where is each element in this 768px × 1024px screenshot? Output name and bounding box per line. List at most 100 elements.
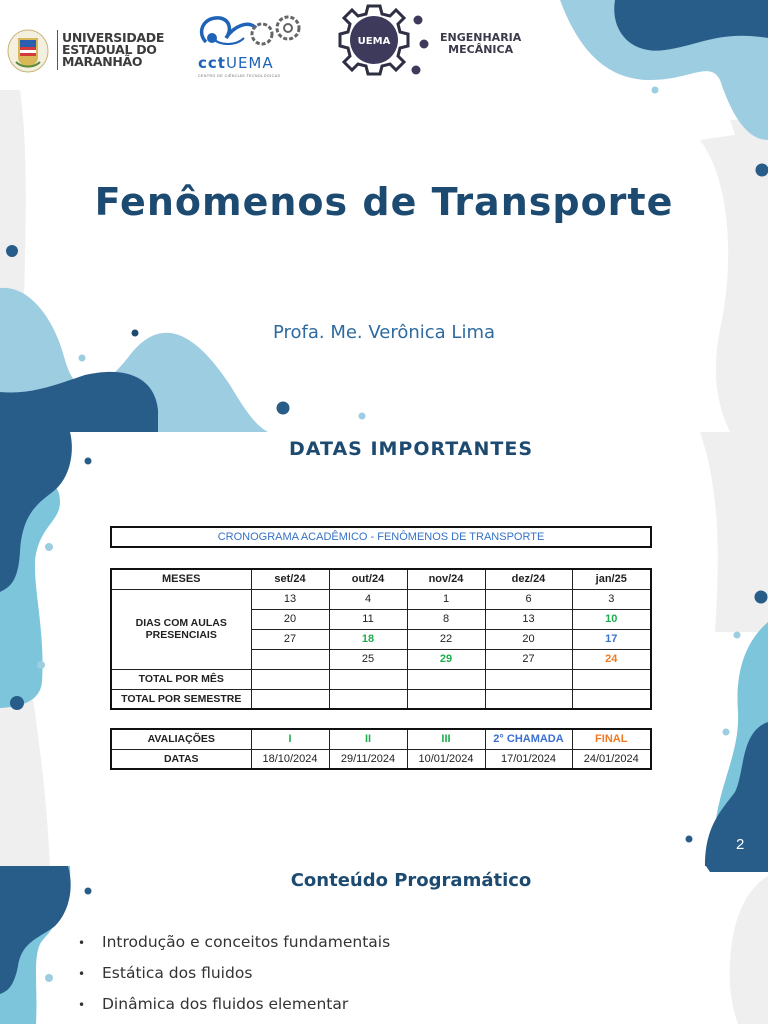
- university-name-line2: ESTADUAL DO: [62, 42, 157, 57]
- days-label-line1: DIAS COM AULAS: [135, 617, 227, 629]
- gears-icon: [199, 15, 301, 46]
- cct-subtitle: CENTRO DE CIÊNCIAS TECNOLÓGICAS: [198, 74, 281, 78]
- slide-title: DATAS IMPORTANTES: [288, 438, 534, 460]
- bullet-icon: •: [78, 936, 86, 950]
- evaluations-label: AVALIAÇÕES: [110, 728, 252, 750]
- table-cell: 3: [571, 588, 652, 610]
- table-cell: 8: [406, 608, 486, 630]
- university-logo: UNIVERSIDADE ESTADUAL DO MARANHÃO: [4, 26, 164, 76]
- table-cell: 20: [250, 608, 330, 630]
- evaluation-date: 17/01/2024: [484, 748, 573, 770]
- table-cell: [328, 688, 408, 710]
- engineering-name-line2: MECÂNICA: [448, 43, 514, 56]
- dates-label: DATAS: [110, 748, 252, 770]
- cct-name-thin: UEMA: [225, 54, 274, 72]
- table-cell: [250, 648, 330, 670]
- bullet-icon: •: [78, 967, 86, 981]
- table-cell: [328, 668, 408, 690]
- evaluation-date: 10/01/2024: [406, 748, 486, 770]
- table-cell: 13: [250, 588, 330, 610]
- evaluation-item: I: [250, 728, 330, 750]
- university-name: UNIVERSIDADE ESTADUAL DO MARANHÃO: [62, 30, 165, 69]
- decorative-background: [0, 866, 768, 1024]
- evaluation-item: II: [328, 728, 408, 750]
- table-cell: [406, 668, 486, 690]
- evaluation-date: 18/10/2024: [250, 748, 330, 770]
- syllabus-slide: Conteúdo Programático • Introdução e conc…: [0, 866, 768, 1024]
- gear-icon: UEMA: [338, 4, 429, 76]
- evaluation-item: 2° CHAMADA: [484, 728, 573, 750]
- table-cell-highlight: 24: [571, 648, 652, 670]
- syllabus-list: • Introdução e conceitos fundamentais • Es…: [78, 932, 390, 1024]
- evaluation-item: FINAL: [571, 728, 652, 750]
- table-cell: [406, 688, 486, 710]
- slide-title: Conteúdo Programático: [290, 870, 532, 891]
- decorative-background: [0, 0, 768, 432]
- author-name: Profa. Me. Verônica Lima: [272, 322, 496, 343]
- cct-name-bold: cct: [198, 54, 226, 72]
- logo-divider: [57, 30, 58, 70]
- table-cell: 4: [328, 588, 408, 610]
- table-cell: [571, 668, 652, 690]
- list-item-label: Estática dos fluidos: [102, 964, 253, 982]
- evaluation-date: 29/11/2024: [328, 748, 408, 770]
- table-cell-highlight: 17: [571, 628, 652, 650]
- month-header: set/24: [250, 568, 330, 590]
- table-cell: [484, 668, 573, 690]
- table-cell: [250, 688, 330, 710]
- engineering-name-line1: ENGENHARIA: [440, 31, 522, 44]
- list-item-label: Introdução e conceitos fundamentais: [102, 933, 391, 951]
- table-cell: 6: [484, 588, 573, 610]
- table-row: 20 11 8 13 10: [111, 608, 652, 630]
- table-cell: 13: [484, 608, 573, 630]
- title-slide: UNIVERSIDADE ESTADUAL DO MARANHÃO cctUEM…: [0, 0, 768, 432]
- table-cell: 22: [406, 628, 486, 650]
- table-cell: 27: [250, 628, 330, 650]
- table-cell-highlight: 18: [328, 628, 408, 650]
- bullet-icon: •: [78, 998, 86, 1012]
- days-label-line2: PRESENCIAIS: [145, 629, 217, 641]
- cct-logo: cctUEMA CENTRO DE CIÊNCIAS TECNOLÓGICAS: [196, 12, 308, 78]
- evaluation-item: III: [406, 728, 486, 750]
- month-header: dez/24: [484, 568, 573, 590]
- table-cell: 11: [328, 608, 408, 630]
- month-header: out/24: [328, 568, 408, 590]
- important-dates-slide: DATAS IMPORTANTES CRONOGRAMA ACADÊMICO -…: [0, 432, 768, 866]
- engineering-logo: UEMA ENGENHARIA MECÂNICA: [336, 0, 536, 92]
- table-cell-highlight: 10: [571, 608, 652, 630]
- table-cell: 25: [328, 648, 408, 670]
- schedule-title: CRONOGRAMA ACADÊMICO - FENÔMENOS DE TRAN…: [110, 526, 652, 548]
- months-header: MESES: [110, 568, 252, 590]
- table-cell: [250, 668, 330, 690]
- university-name-line1: UNIVERSIDADE: [62, 30, 165, 45]
- page-number: 2: [736, 836, 745, 853]
- table-row: DATAS 18/10/2024 29/11/2024 10/01/2024 1…: [110, 748, 652, 770]
- schedule-table: MESES set/24 out/24 nov/24 dez/24 jan/25…: [110, 568, 652, 710]
- evaluation-date: 24/01/2024: [571, 748, 652, 770]
- decorative-background: [0, 432, 768, 866]
- table-cell: 20: [484, 628, 573, 650]
- table-cell: 27: [484, 648, 573, 670]
- table-cell: [484, 688, 573, 710]
- table-row: TOTAL POR MÊS: [110, 668, 652, 690]
- engineering-name: ENGENHARIA MECÂNICA: [440, 32, 521, 56]
- table-header-row: AVALIAÇÕES I II III 2° CHAMADA FINAL: [110, 728, 652, 750]
- presentation-title: Fenômenos de Transporte: [94, 180, 674, 224]
- table-cell-highlight: 29: [406, 648, 486, 670]
- table-row: 25 29 27 24: [111, 648, 652, 670]
- month-header: jan/25: [571, 568, 652, 590]
- table-header-row: MESES set/24 out/24 nov/24 dez/24 jan/25: [110, 568, 652, 590]
- table-row: DIAS COM AULAS PRESENCIAIS 13 4 1 6 3: [110, 588, 652, 670]
- table-cell: 1: [406, 588, 486, 610]
- total-month-label: TOTAL POR MÊS: [110, 668, 252, 690]
- cct-name: cctUEMA: [198, 54, 274, 72]
- university-name-line3: MARANHÃO: [62, 54, 143, 69]
- svg-text:UEMA: UEMA: [358, 36, 391, 47]
- list-item-label: Dinâmica dos fluidos elementar: [102, 995, 349, 1013]
- list-item: • Estática dos fluidos: [78, 963, 390, 994]
- total-semester-label: TOTAL POR SEMESTRE: [110, 688, 252, 710]
- table-row: TOTAL POR SEMESTRE: [110, 688, 652, 710]
- header-logos: UNIVERSIDADE ESTADUAL DO MARANHÃO cctUEM…: [0, 0, 540, 86]
- table-cell: [571, 688, 652, 710]
- month-header: nov/24: [406, 568, 486, 590]
